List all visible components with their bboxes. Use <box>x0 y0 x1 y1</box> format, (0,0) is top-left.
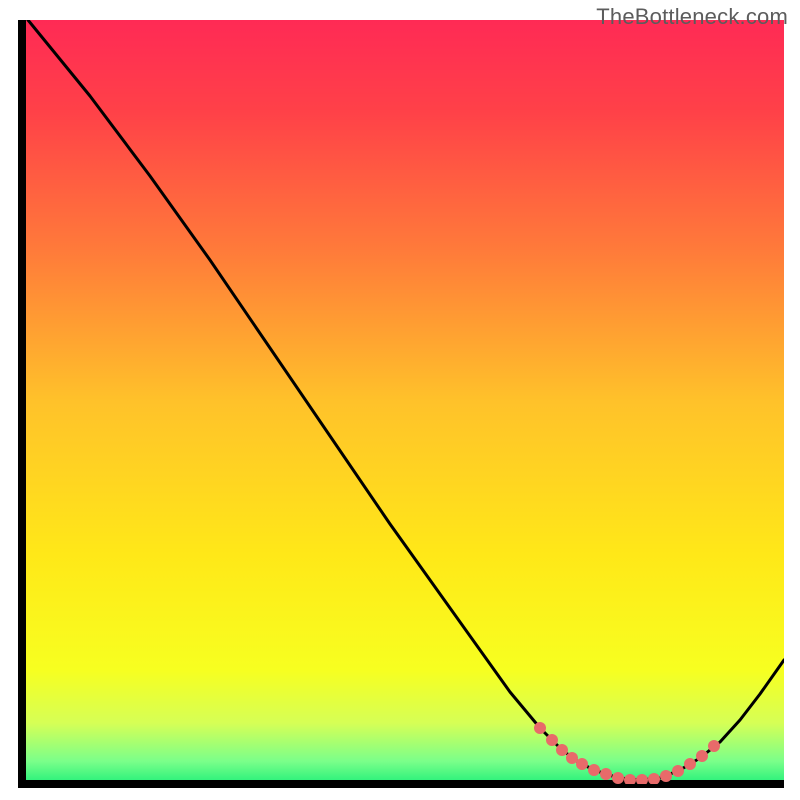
marker-point <box>546 734 558 746</box>
marker-point <box>612 772 624 784</box>
marker-point <box>672 765 684 777</box>
marker-point <box>556 744 568 756</box>
marker-point <box>684 758 696 770</box>
marker-point <box>576 758 588 770</box>
marker-point <box>566 752 578 764</box>
marker-point <box>648 773 660 785</box>
marker-point <box>588 764 600 776</box>
gradient-background <box>22 20 784 784</box>
marker-point <box>708 740 720 752</box>
marker-point <box>534 722 546 734</box>
watermark-text: TheBottleneck.com <box>596 4 788 30</box>
marker-point <box>600 768 612 780</box>
marker-point <box>696 750 708 762</box>
marker-point <box>660 770 672 782</box>
chart-svg <box>0 0 800 800</box>
chart-container: TheBottleneck.com <box>0 0 800 800</box>
